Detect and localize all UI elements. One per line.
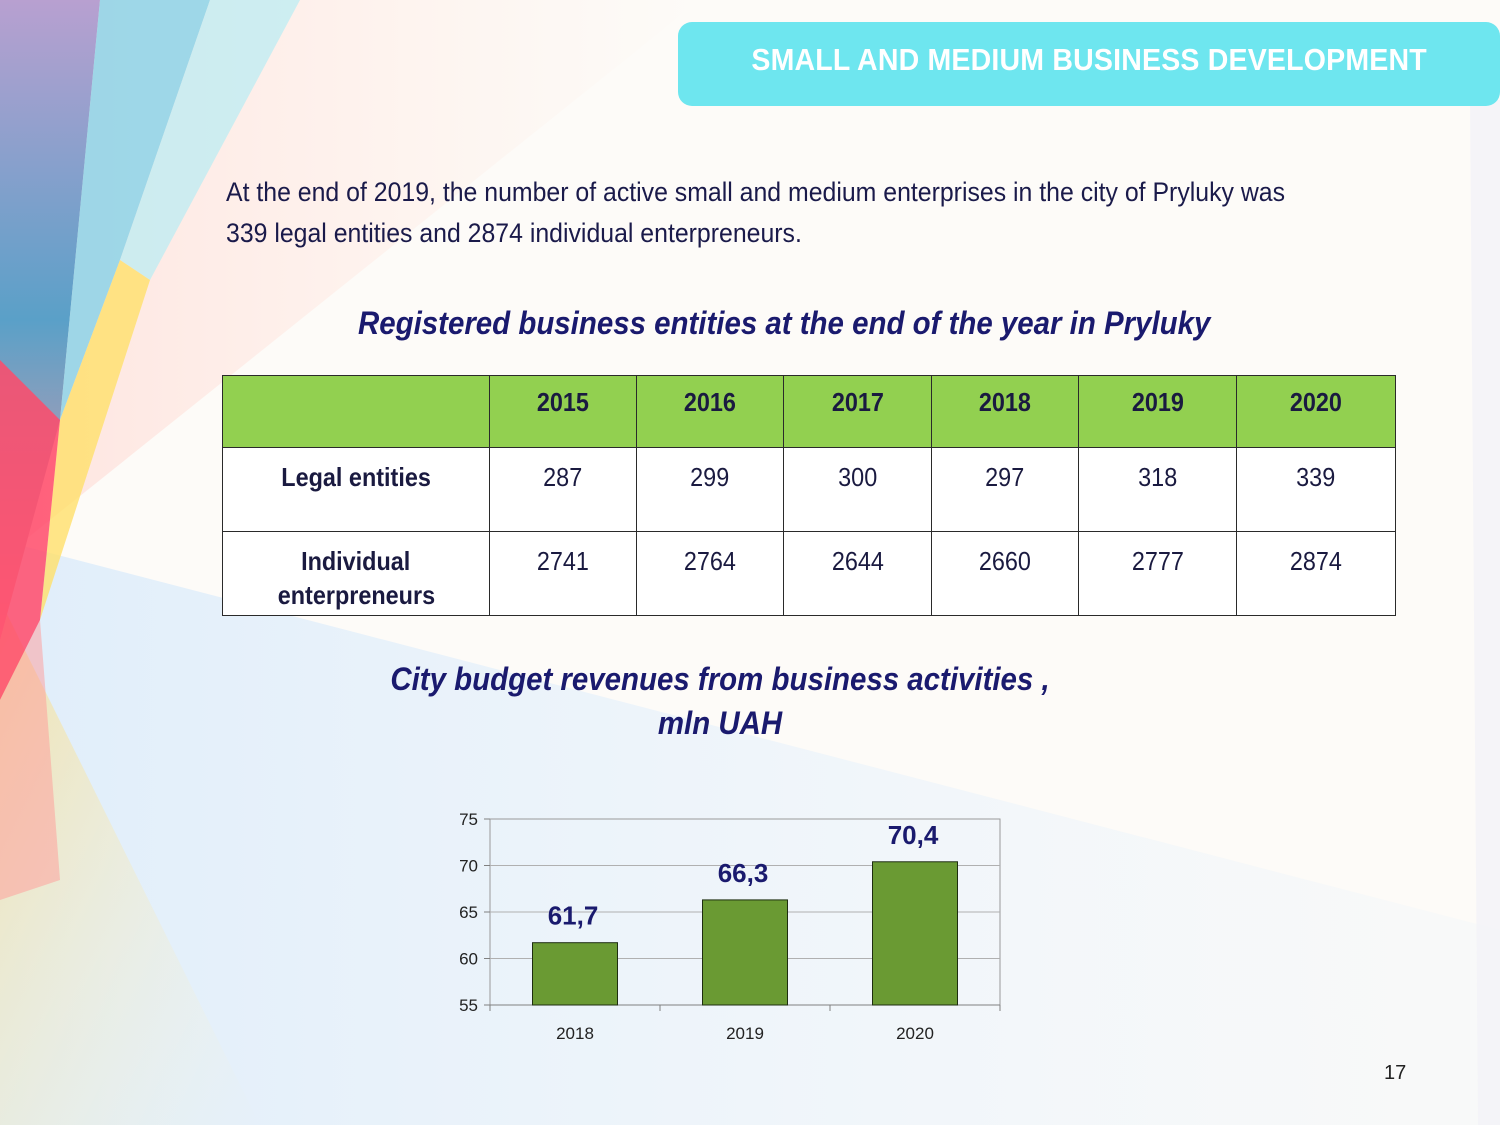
table-cell: 2874	[1236, 531, 1396, 616]
y-tick-label: 70	[459, 857, 478, 876]
revenue-chart: 55 60 65 70 75 61,7 2018 66,3 2019 70,4 2020	[440, 800, 1020, 1060]
bar	[702, 899, 788, 1006]
data-label: 70,4	[888, 820, 939, 850]
chart-title-line-1: City budget revenues from business activ…	[390, 661, 1050, 697]
x-tick-label: 2019	[726, 1024, 764, 1043]
y-tick-label: 65	[459, 903, 478, 922]
table-row: Legal entities 287 299 300 297 318 339	[222, 447, 1396, 532]
row-label-individual-enterpreneurs: Individual enterpreneurs	[222, 531, 490, 616]
chart-title: City budget revenues from business activ…	[352, 657, 1088, 745]
intro-line-2: 339 legal entities and 2874 individual e…	[226, 218, 802, 248]
table-cell: 297	[931, 447, 1079, 532]
page-title: SMALL AND MEDIUM BUSINESS DEVELOPMENT	[751, 42, 1427, 77]
table-title: Registered business entities at the end …	[358, 305, 1211, 341]
header-banner: SMALL AND MEDIUM BUSINESS DEVELOPMENT	[678, 22, 1500, 106]
table-header-cell: 2016	[636, 375, 784, 448]
data-label: 66,3	[718, 858, 769, 888]
table-cell: 287	[489, 447, 637, 532]
intro-paragraph: At the end of 2019, the number of active…	[226, 172, 1330, 254]
table-cell: 299	[636, 447, 784, 532]
table-header-cell: 2015	[489, 375, 637, 448]
table-cell: 318	[1078, 447, 1237, 532]
table-header-cell: 2017	[783, 375, 932, 448]
x-tick-label: 2020	[896, 1024, 934, 1043]
table-cell: 300	[783, 447, 932, 532]
bar	[872, 861, 958, 1006]
x-tick-label: 2018	[556, 1024, 594, 1043]
table-cell: 2660	[931, 531, 1079, 616]
entities-table: 2015 2016 2017 2018 2019 2020 Legal enti…	[222, 375, 1396, 616]
y-tick-label: 75	[459, 810, 478, 829]
data-label: 61,7	[548, 901, 599, 931]
table-header-cell	[222, 375, 490, 448]
table-cell: 2741	[489, 531, 637, 616]
table-header-cell: 2019	[1078, 375, 1237, 448]
table-header-row: 2015 2016 2017 2018 2019 2020	[222, 375, 1396, 448]
chart-title-line-2: mln UAH	[657, 705, 783, 741]
bar	[532, 942, 618, 1006]
table-header-cell: 2018	[931, 375, 1079, 448]
page-number: 17	[1384, 1062, 1407, 1084]
revenue-chart-svg: 55 60 65 70 75 61,7 2018 66,3 2019 70,4 2020	[459, 810, 1001, 1043]
y-tick-label: 60	[459, 950, 478, 969]
table-cell: 339	[1236, 447, 1396, 532]
table-cell: 2764	[636, 531, 784, 616]
row-label-legal-entities: Legal entities	[222, 447, 490, 532]
table-cell: 2644	[783, 531, 932, 616]
table-cell: 2777	[1078, 531, 1237, 616]
table-row: Individual enterpreneurs 2741 2764 2644 …	[222, 531, 1396, 616]
y-tick-label: 55	[459, 996, 478, 1015]
table-header-cell: 2020	[1236, 375, 1396, 448]
intro-line-1: At the end of 2019, the number of active…	[226, 177, 1285, 207]
